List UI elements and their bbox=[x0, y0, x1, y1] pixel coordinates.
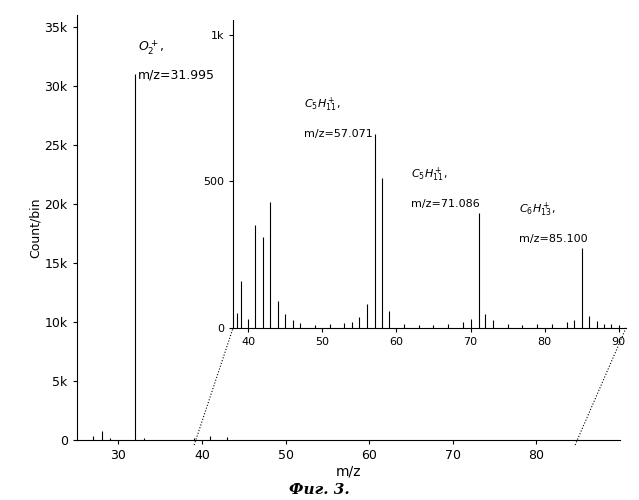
Text: m/z=85.100: m/z=85.100 bbox=[519, 234, 587, 244]
Text: $C_5H_{11}^+$,: $C_5H_{11}^+$, bbox=[411, 166, 447, 184]
Text: Фиг. 3.: Фиг. 3. bbox=[289, 484, 350, 498]
Y-axis label: Count/bin: Count/bin bbox=[29, 197, 42, 258]
Text: m/z=31.995: m/z=31.995 bbox=[137, 68, 215, 81]
Text: $O_2^+$,: $O_2^+$, bbox=[137, 38, 164, 58]
Text: m/z=57.071: m/z=57.071 bbox=[304, 128, 373, 138]
Text: $C_5H_{11}^+$,: $C_5H_{11}^+$, bbox=[304, 96, 340, 114]
X-axis label: m/z: m/z bbox=[335, 465, 361, 479]
Text: $C_6H_{13}^+$,: $C_6H_{13}^+$, bbox=[519, 201, 555, 219]
Text: m/z=71.086: m/z=71.086 bbox=[411, 199, 480, 209]
